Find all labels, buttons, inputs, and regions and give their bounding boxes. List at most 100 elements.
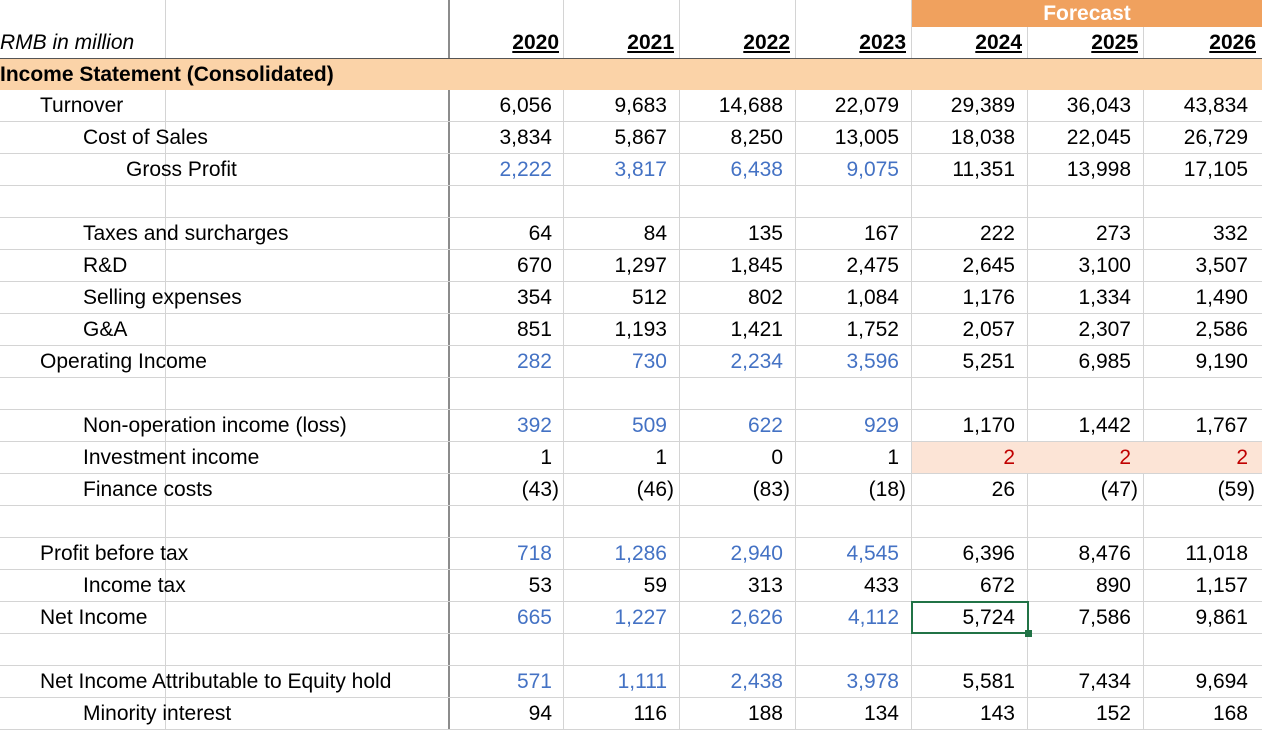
year-header[interactable]: 2022 <box>743 31 790 54</box>
value-cell[interactable]: 26 <box>991 478 1015 501</box>
value-cell[interactable]: 22,045 <box>1066 126 1131 149</box>
value-cell[interactable]: 9,075 <box>846 158 899 181</box>
value-cell[interactable]: 167 <box>863 222 899 245</box>
value-cell[interactable]: 2 <box>1003 446 1015 469</box>
value-cell[interactable]: 851 <box>516 318 552 341</box>
value-cell[interactable]: (46) <box>636 478 674 501</box>
value-cell[interactable]: 7,586 <box>1078 606 1131 629</box>
value-cell[interactable]: 392 <box>516 414 552 437</box>
value-cell[interactable]: 134 <box>863 702 899 725</box>
value-cell[interactable]: 571 <box>516 670 552 693</box>
value-cell[interactable]: 1,297 <box>614 254 667 277</box>
value-cell[interactable]: 929 <box>863 414 899 437</box>
row-label[interactable]: Non-operation income (loss) <box>83 414 347 437</box>
row-label[interactable]: Turnover <box>40 94 124 117</box>
year-header[interactable]: 2024 <box>975 31 1022 54</box>
row-label[interactable]: G&A <box>83 318 128 341</box>
value-cell[interactable]: 143 <box>979 702 1015 725</box>
value-cell[interactable]: 17,105 <box>1183 158 1248 181</box>
value-cell[interactable]: 36,043 <box>1066 94 1131 117</box>
value-cell[interactable]: 670 <box>516 254 552 277</box>
value-cell[interactable]: 11,351 <box>952 158 1015 181</box>
value-cell[interactable]: 1,193 <box>614 318 667 341</box>
value-cell[interactable]: 1,490 <box>1195 286 1248 309</box>
unit-label[interactable]: RMB in million <box>0 31 135 54</box>
value-cell[interactable]: 9,190 <box>1195 350 1248 373</box>
value-cell[interactable]: 5,724 <box>962 606 1015 629</box>
row-label[interactable]: Investment income <box>83 446 260 469</box>
row-label[interactable]: Selling expenses <box>83 286 242 309</box>
row-label[interactable]: Taxes and surcharges <box>83 222 289 245</box>
value-cell[interactable]: 1,767 <box>1195 414 1248 437</box>
row-label[interactable]: Net Income <box>40 606 148 629</box>
value-cell[interactable]: 6,056 <box>499 94 552 117</box>
value-cell[interactable]: 6,985 <box>1078 350 1131 373</box>
value-cell[interactable]: 3,834 <box>499 126 552 149</box>
value-cell[interactable]: 1,176 <box>962 286 1015 309</box>
row-label[interactable]: Profit before tax <box>40 542 189 565</box>
value-cell[interactable]: 3,817 <box>614 158 667 181</box>
value-cell[interactable]: 29,389 <box>950 94 1015 117</box>
value-cell[interactable]: 1,421 <box>730 318 783 341</box>
value-cell[interactable]: 1 <box>655 446 667 469</box>
value-cell[interactable]: 1,845 <box>730 254 783 277</box>
row-label[interactable]: Minority interest <box>83 702 232 725</box>
value-cell[interactable]: 4,545 <box>846 542 899 565</box>
value-cell[interactable]: 135 <box>747 222 783 245</box>
value-cell[interactable]: (59) <box>1217 478 1255 501</box>
value-cell[interactable]: 5,867 <box>614 126 667 149</box>
value-cell[interactable]: 3,978 <box>846 670 899 693</box>
value-cell[interactable]: 222 <box>979 222 1015 245</box>
value-cell[interactable]: 2,307 <box>1078 318 1131 341</box>
value-cell[interactable]: 273 <box>1095 222 1131 245</box>
value-cell[interactable]: 802 <box>747 286 783 309</box>
value-cell[interactable]: 665 <box>516 606 552 629</box>
value-cell[interactable]: 509 <box>631 414 667 437</box>
value-cell[interactable]: 13,005 <box>834 126 899 149</box>
value-cell[interactable]: 718 <box>516 542 552 565</box>
value-cell[interactable]: 2,222 <box>499 158 552 181</box>
value-cell[interactable]: 53 <box>528 574 552 597</box>
value-cell[interactable]: 7,434 <box>1078 670 1131 693</box>
value-cell[interactable]: 26,729 <box>1183 126 1248 149</box>
value-cell[interactable]: 2,057 <box>962 318 1015 341</box>
value-cell[interactable]: 1 <box>540 446 552 469</box>
value-cell[interactable]: 11,018 <box>1185 542 1248 565</box>
value-cell[interactable]: 9,694 <box>1195 670 1248 693</box>
value-cell[interactable]: 3,507 <box>1195 254 1248 277</box>
value-cell[interactable]: 6,438 <box>730 158 783 181</box>
value-cell[interactable]: 354 <box>516 286 552 309</box>
value-cell[interactable]: 2,586 <box>1195 318 1248 341</box>
value-cell[interactable]: 64 <box>528 222 552 245</box>
section-title[interactable]: Income Statement (Consolidated) <box>0 63 334 86</box>
year-header[interactable]: 2021 <box>627 31 674 54</box>
value-cell[interactable]: 672 <box>979 574 1015 597</box>
value-cell[interactable]: (47) <box>1100 478 1138 501</box>
row-label[interactable]: Finance costs <box>83 478 213 501</box>
value-cell[interactable]: 5,251 <box>962 350 1015 373</box>
row-label[interactable]: Operating Income <box>40 350 207 373</box>
value-cell[interactable]: 3,596 <box>846 350 899 373</box>
value-cell[interactable]: 730 <box>631 350 667 373</box>
value-cell[interactable]: 4,112 <box>848 606 899 629</box>
value-cell[interactable]: 2,475 <box>846 254 899 277</box>
value-cell[interactable]: 5,581 <box>962 670 1015 693</box>
value-cell[interactable]: 622 <box>747 414 783 437</box>
value-cell[interactable]: 1,752 <box>846 318 899 341</box>
value-cell[interactable]: 433 <box>863 574 899 597</box>
year-header[interactable]: 2025 <box>1091 31 1138 54</box>
row-label[interactable]: Net Income Attributable to Equity hold <box>40 670 392 693</box>
value-cell[interactable]: 22,079 <box>834 94 899 117</box>
value-cell[interactable]: 282 <box>516 350 552 373</box>
value-cell[interactable]: 2,234 <box>730 350 783 373</box>
value-cell[interactable]: 2 <box>1236 446 1248 469</box>
value-cell[interactable]: 1,084 <box>846 286 899 309</box>
value-cell[interactable]: 188 <box>747 702 783 725</box>
row-label[interactable]: Gross Profit <box>126 158 237 181</box>
value-cell[interactable]: 9,683 <box>614 94 667 117</box>
fill-handle[interactable] <box>1025 630 1032 637</box>
value-cell[interactable]: 8,476 <box>1078 542 1131 565</box>
value-cell[interactable]: 2,940 <box>730 542 783 565</box>
value-cell[interactable]: 94 <box>528 702 552 725</box>
